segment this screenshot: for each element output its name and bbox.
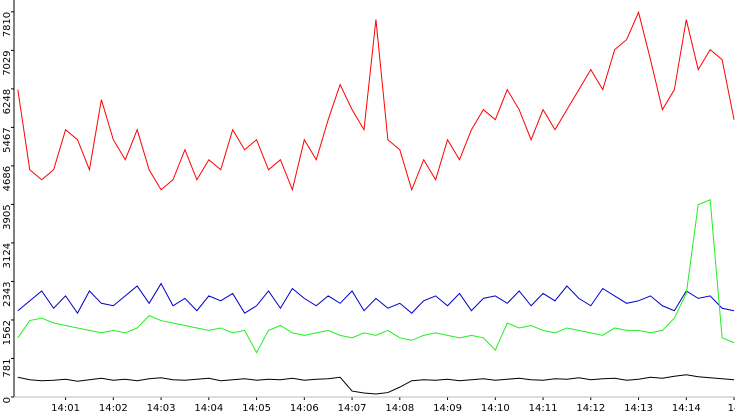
y-tick-label: 3905 — [2, 204, 13, 229]
x-tick-label: 14:09 — [433, 403, 462, 414]
x-tick-label: 14:04 — [194, 403, 223, 414]
y-tick-label: 6248 — [2, 89, 13, 114]
x-tick-label: 14:12 — [576, 403, 605, 414]
y-tick-label: 7029 — [2, 50, 13, 75]
x-tick-label: 14:05 — [242, 403, 271, 414]
y-tick-label: 5467 — [2, 127, 13, 152]
x-tick-label: 14:10 — [481, 403, 510, 414]
y-tick-label: 0 — [2, 397, 13, 403]
series-line — [17, 374, 735, 395]
y-tick-label: 2343 — [2, 281, 13, 306]
x-tick-label: 14:07 — [338, 403, 367, 414]
y-tick-label: 3124 — [2, 243, 13, 268]
x-tick-label: 14:01 — [51, 403, 80, 414]
x-tick-label: 14:08 — [385, 403, 414, 414]
y-tick-label: 4686 — [2, 166, 13, 191]
x-tick-label: 14:11 — [529, 403, 558, 414]
y-tick-label: 1562 — [2, 320, 13, 345]
y-tick-label: 7810 — [2, 12, 13, 37]
x-tick-label: 14:06 — [290, 403, 319, 414]
x-tick-label: 14:03 — [147, 403, 176, 414]
y-tick-label: 781 — [2, 358, 13, 377]
x-tick-label: 14:02 — [99, 403, 128, 414]
x-tick-label: 14:14 — [672, 403, 701, 414]
x-tick-label: 14 — [728, 403, 735, 414]
x-tick-label: 14:13 — [624, 403, 653, 414]
series-line — [17, 199, 735, 354]
series-line — [17, 282, 735, 315]
series-line — [17, 10, 735, 192]
